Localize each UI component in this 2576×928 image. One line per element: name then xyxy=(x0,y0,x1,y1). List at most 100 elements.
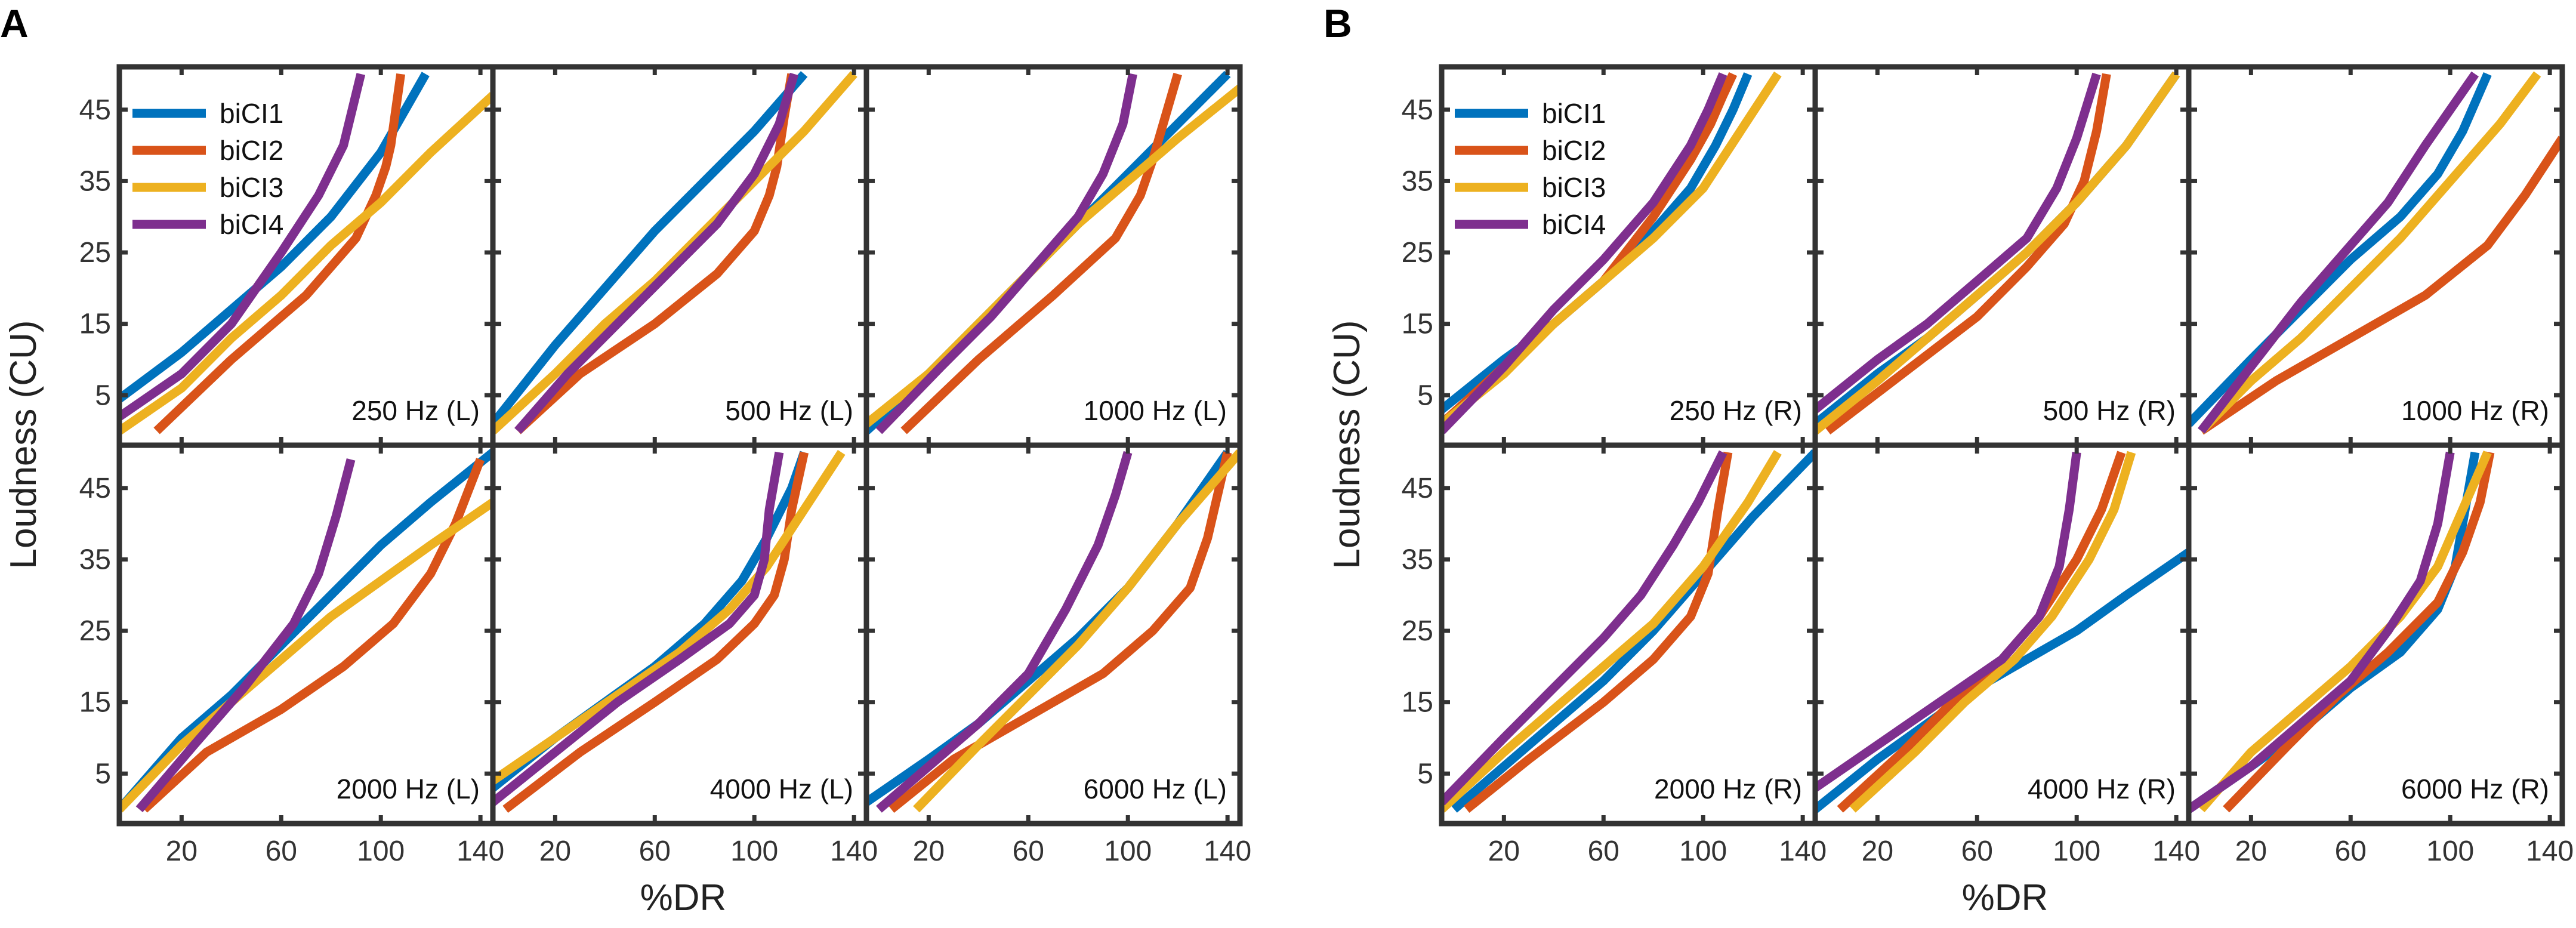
subplot-title: 6000 Hz (L) xyxy=(1084,773,1227,804)
series-line-bici2 xyxy=(1825,73,2111,435)
series-line-bici4 xyxy=(119,73,366,421)
series-line-bici2 xyxy=(514,73,797,434)
x-tick-label: 100 xyxy=(2426,835,2474,867)
subplot-6000-hz-l: 6000 Hz (L) 20 60 100 140 xyxy=(863,442,1251,867)
series-line-bici3 xyxy=(493,449,846,785)
series-line-bici4 xyxy=(493,451,784,806)
y-tick-label: 25 xyxy=(1402,237,1433,269)
series-line-bici4 xyxy=(876,451,1133,813)
series-line-bici3 xyxy=(119,92,493,435)
subplot-title: 250 Hz (R) xyxy=(1670,395,1802,426)
y-tick-label: 35 xyxy=(1402,165,1433,197)
subplot-title: 6000 Hz (R) xyxy=(2401,773,2549,804)
subplot-1000-hz-l: 1000 Hz (L) xyxy=(863,64,1243,448)
series-line-bici2 xyxy=(900,72,1182,434)
x-tick-label: 100 xyxy=(357,835,405,867)
series-line-bici3 xyxy=(1815,71,2180,434)
series-line-bici3 xyxy=(1442,71,1782,427)
series-line-bici3 xyxy=(493,71,857,434)
series-line-bici3 xyxy=(866,85,1240,427)
legend-label-bici1: biCI1 xyxy=(220,98,283,129)
y-tick-label: 35 xyxy=(1402,544,1433,575)
x-tick-label: 60 xyxy=(266,835,297,867)
legend: biCI1 biCI2 biCI3 biCI4 xyxy=(1455,98,1606,240)
series-line-bici3 xyxy=(1849,451,2136,813)
y-tick-label: 5 xyxy=(95,758,111,790)
subplot-title: 500 Hz (R) xyxy=(2043,395,2176,426)
series-line-bici1 xyxy=(493,71,808,427)
panel-label-a: A xyxy=(0,1,29,45)
series-line-bici2 xyxy=(2223,451,2495,813)
series-line-bici4 xyxy=(875,73,1137,434)
subplot-4000-hz-r: 4000 Hz (R) 20 60 100 140 xyxy=(1812,442,2200,867)
y-tick-label: 5 xyxy=(1417,758,1433,790)
series-line-bici3 xyxy=(119,498,493,813)
subplot-grid: 250 Hz (L) 5 15 25 35 45 biCI1 biCI2 biCI3 biCI4 5… xyxy=(79,64,2574,867)
x-tick-label: 20 xyxy=(1862,835,1893,867)
subplot-1000-hz-r: 1000 Hz (R) xyxy=(2186,64,2565,448)
series-line-bici1 xyxy=(1451,449,1815,813)
series-line-bici4 xyxy=(1442,72,1727,434)
y-axis-label-a: Loudness (CU) xyxy=(3,320,44,569)
series-line-bici1 xyxy=(2189,451,2480,813)
series-line-bici4 xyxy=(2197,71,2479,434)
subplot-500-hz-r: 500 Hz (R) xyxy=(1812,64,2192,448)
subplot-4000-hz-l: 4000 Hz (L) 20 60 100 140 xyxy=(490,442,878,867)
y-tick-label: 25 xyxy=(79,237,111,269)
y-tick-label: 15 xyxy=(79,309,111,340)
y-tick-label: 25 xyxy=(79,615,111,647)
y-tick-label: 35 xyxy=(79,544,111,575)
subplot-title: 1000 Hz (L) xyxy=(1084,395,1227,426)
legend-label-bici3: biCI3 xyxy=(220,172,283,203)
x-tick-label: 140 xyxy=(2152,835,2200,867)
subplot-6000-hz-r: 6000 Hz (R) 20 60 100 140 xyxy=(2186,442,2574,867)
panel-label-b: B xyxy=(1324,1,1352,45)
y-tick-label: 45 xyxy=(1402,473,1433,504)
series-line-bici1 xyxy=(1815,548,2189,813)
y-tick-label: 15 xyxy=(79,687,111,719)
y-tick-label: 45 xyxy=(79,473,111,504)
x-tick-label: 140 xyxy=(830,835,878,867)
series-line-bici3 xyxy=(913,449,1240,813)
subplot-250-hz-r: 250 Hz (R) 5 15 25 35 45 biCI1 biCI2 biCI3 biCI4 xyxy=(1402,64,1818,448)
legend-label-bici3: biCI3 xyxy=(1542,172,1606,203)
subplot-250-hz-l: 250 Hz (L) 5 15 25 35 45 biCI1 biCI2 biCI3 biCI4 xyxy=(79,64,496,448)
legend-label-bici1: biCI1 xyxy=(1542,98,1606,129)
x-tick-label: 100 xyxy=(2053,835,2100,867)
x-tick-label: 20 xyxy=(166,835,198,867)
x-tick-label: 140 xyxy=(2526,835,2574,867)
subplot-2000-hz-l: 2000 Hz (L) 5 15 25 35 45 20 60 100 140 xyxy=(79,442,504,867)
y-tick-label: 45 xyxy=(79,94,111,126)
x-tick-label: 100 xyxy=(1679,835,1727,867)
series-line-bici2 xyxy=(1464,451,1733,813)
series-line-bici4 xyxy=(1442,450,1727,806)
subplot-title: 2000 Hz (L) xyxy=(337,773,480,804)
x-tick-label: 60 xyxy=(1961,835,1993,867)
subplot-title: 2000 Hz (R) xyxy=(1654,773,1802,804)
series-line-bici4 xyxy=(1815,452,2081,792)
series-line-bici3 xyxy=(1442,450,1782,813)
series-line-bici4 xyxy=(2189,451,2455,813)
series-line-bici1 xyxy=(119,72,430,403)
series-line-bici1 xyxy=(866,449,1232,806)
legend-label-bici2: biCI2 xyxy=(1542,135,1606,166)
x-tick-label: 100 xyxy=(730,835,778,867)
legend-label-bici2: biCI2 xyxy=(220,135,283,166)
y-tick-label: 15 xyxy=(1402,309,1433,340)
x-tick-label: 60 xyxy=(639,835,671,867)
subplot-title: 250 Hz (L) xyxy=(351,395,480,426)
x-tick-label: 60 xyxy=(1588,835,1619,867)
legend: biCI1 biCI2 biCI3 biCI4 xyxy=(132,98,283,240)
subplot-frame xyxy=(863,442,1243,827)
x-tick-label: 20 xyxy=(539,835,571,867)
subplot-title: 1000 Hz (R) xyxy=(2401,395,2549,426)
y-tick-label: 5 xyxy=(1417,380,1433,411)
subplot-frame xyxy=(2186,442,2565,827)
x-tick-label: 140 xyxy=(1204,835,1251,867)
subplot-title: 4000 Hz (R) xyxy=(2028,773,2176,804)
subplot-title: 4000 Hz (L) xyxy=(710,773,853,804)
series-line-bici4 xyxy=(1815,72,2101,414)
y-tick-label: 45 xyxy=(1402,94,1433,126)
x-tick-label: 100 xyxy=(1104,835,1152,867)
